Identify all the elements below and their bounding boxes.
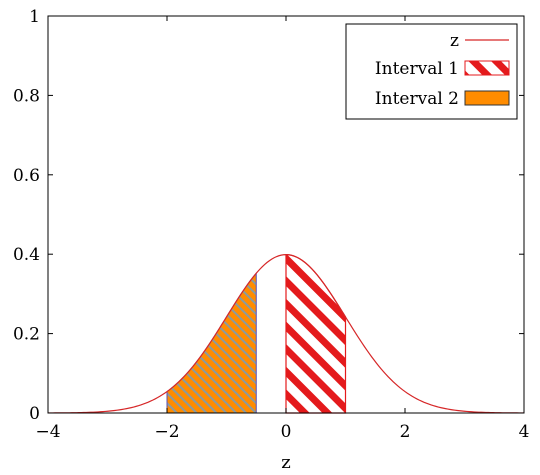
legend-label-interval-2: Interval 2 [375, 89, 459, 109]
y-tick-label: 0.4 [13, 245, 40, 265]
y-tick-label: 0 [29, 404, 40, 424]
x-tick-label: 4 [519, 422, 530, 442]
y-tick-label: 0.8 [13, 86, 40, 106]
legend: z Interval 1 Interval 2 [345, 23, 518, 120]
x-tick-label: −2 [154, 422, 179, 442]
interval-areas [166, 254, 347, 414]
legend-swatch-interval-2 [464, 90, 510, 106]
interval-area-1 [285, 254, 347, 414]
curve-layer [47, 254, 525, 414]
y-tick-label: 1 [29, 7, 40, 27]
y-tick-label: 0.2 [13, 325, 40, 345]
y-tick-label: 0.6 [13, 166, 40, 186]
density-curve [47, 254, 525, 414]
axis-ticks: −4 −2 0 2 4 0 0.2 0.4 0.6 0.8 1 [13, 7, 529, 442]
x-tick-label: −4 [35, 422, 60, 442]
x-tick-label: 0 [281, 422, 292, 442]
legend-swatch-interval-1 [464, 60, 510, 76]
x-axis-title: z [281, 452, 290, 473]
legend-label-interval-1: Interval 1 [375, 59, 459, 79]
interval-area-2-fill [167, 273, 257, 413]
legend-label-curve: z [450, 31, 459, 51]
x-tick-label: 2 [400, 422, 411, 442]
